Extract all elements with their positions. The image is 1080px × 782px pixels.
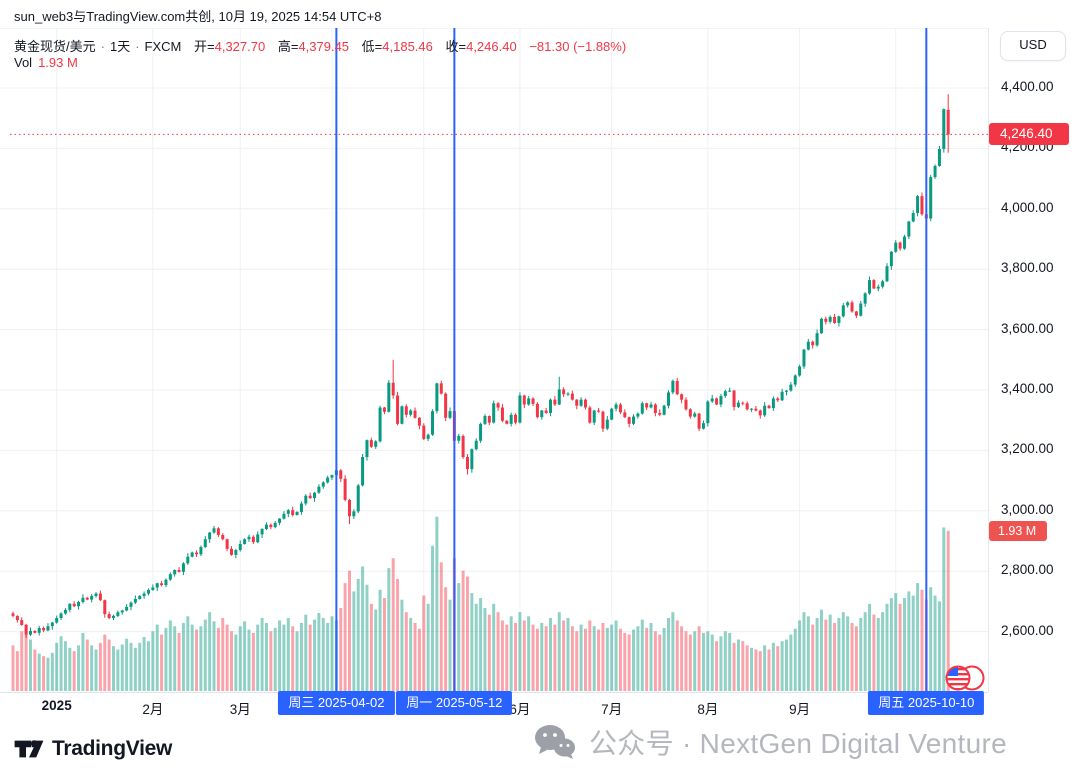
- us-flag-icon: [945, 665, 985, 691]
- volume-tag: 1.93 M: [989, 520, 1047, 541]
- low-value: 4,185.46: [382, 39, 433, 54]
- close-label: 收=: [445, 39, 467, 54]
- time-tick-label: 2025: [41, 698, 72, 713]
- change-value: −81.30 (−1.88%): [529, 39, 627, 54]
- time-tick-label: 9月: [789, 702, 811, 717]
- low-label: 低=: [361, 39, 383, 54]
- high-value: 4,379.45: [298, 39, 350, 54]
- interval-label[interactable]: 1天: [109, 39, 131, 54]
- open-label: 开=: [194, 39, 215, 54]
- high-label: 高=: [277, 39, 299, 54]
- price-tick-label: 3,000.00: [1001, 501, 1054, 517]
- wechat-icon: [535, 725, 575, 759]
- price-tick-label: 2,800.00: [1001, 562, 1054, 578]
- symbol-name[interactable]: 黄金现货/美元: [14, 39, 96, 54]
- price-tick-label: 3,600.00: [1001, 320, 1054, 336]
- price-tick-label: 3,800.00: [1001, 260, 1054, 276]
- time-tick-label: 6月: [509, 702, 531, 717]
- legend-row[interactable]: 黄金现货/美元 · 1天 · FXCM 开=4,327.70 高=4,379.45 低=…: [14, 36, 626, 55]
- watermark: 公众号 · NextGen Digital Venture: [534, 722, 1007, 762]
- attribution-text: sun_web3与TradingView.com共创, 10月 19, 2025…: [14, 9, 382, 24]
- price-tick-label: 3,400.00: [1001, 381, 1054, 396]
- legend-separator: ·: [135, 39, 140, 54]
- volume-value: 1.93 M: [38, 55, 78, 70]
- tradingview-logo[interactable]: TradingView: [14, 735, 172, 763]
- watermark-text: 公众号 · NextGen Digital Venture: [589, 728, 1007, 759]
- time-tick-label: 2月: [142, 702, 164, 717]
- open-value: 4,327.70: [214, 39, 266, 54]
- pane-top-border: [0, 28, 1080, 29]
- price-tick-label: 2,600.00: [1001, 622, 1054, 638]
- event-date-tag: 周一 2025-05-12: [396, 691, 513, 715]
- tradingview-logo-text: TradingView: [52, 737, 173, 760]
- last-price-tag: 4,246.40: [989, 123, 1069, 146]
- event-date-tag: 周三 2025-04-02: [278, 691, 395, 715]
- tradingview-logo-icon: [14, 740, 44, 758]
- price-tick-label: 4,000.00: [1001, 199, 1054, 215]
- time-tick-label: 7月: [601, 702, 623, 717]
- time-tick-label: 8月: [697, 702, 719, 717]
- time-tick-label: 3月: [229, 702, 251, 717]
- event-date-tag: 周五 2025-10-10: [868, 691, 985, 715]
- price-tick-label: 3,200.00: [1001, 441, 1054, 457]
- legend-separator: ·: [100, 39, 105, 54]
- exchange-label: FXCM: [144, 39, 182, 54]
- price-tick-label: 4,400.00: [1001, 79, 1054, 94]
- volume-legend-row[interactable]: Vol 1.93 M: [14, 55, 78, 70]
- close-value: 4,246.40: [466, 39, 517, 54]
- currency-button[interactable]: USD: [1000, 31, 1066, 61]
- volume-label: Vol: [14, 55, 33, 70]
